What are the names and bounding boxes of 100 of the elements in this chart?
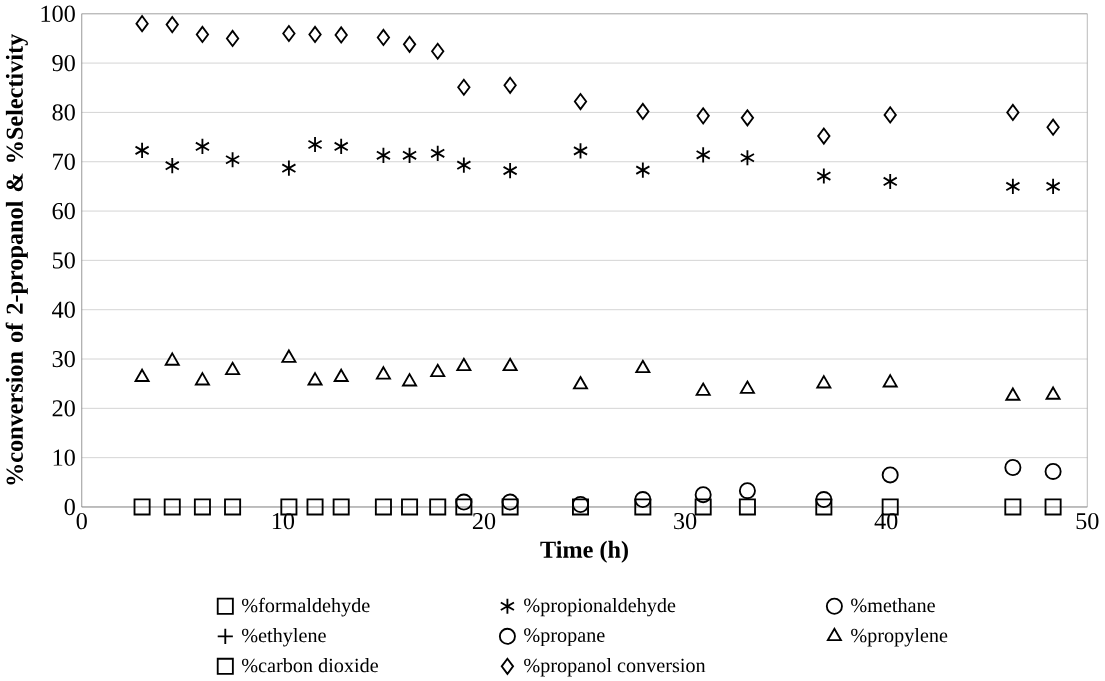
x-tick-label: 30 xyxy=(674,512,697,530)
point xyxy=(1046,118,1060,136)
point xyxy=(456,156,472,174)
point xyxy=(430,363,446,377)
point xyxy=(306,498,324,516)
point xyxy=(634,498,652,516)
point xyxy=(455,493,473,511)
point xyxy=(501,498,519,516)
point xyxy=(374,498,392,516)
point xyxy=(503,76,517,94)
point xyxy=(636,102,650,120)
point xyxy=(1045,177,1061,195)
point xyxy=(695,146,711,164)
point xyxy=(815,498,833,516)
x-axis-title: Time (h) xyxy=(540,540,628,563)
point xyxy=(457,78,471,96)
point xyxy=(815,490,833,508)
point xyxy=(307,372,323,386)
point xyxy=(133,498,151,516)
point xyxy=(882,172,898,190)
y-axis-title: %conversion of 2-propanol & %Selectivity xyxy=(5,33,28,485)
y-tick-label: 10 xyxy=(53,449,75,466)
point xyxy=(1044,462,1062,480)
y-tick-label: 20 xyxy=(52,399,75,417)
point xyxy=(307,135,323,153)
point xyxy=(817,127,831,145)
point xyxy=(165,15,179,33)
point xyxy=(1044,498,1062,516)
point xyxy=(696,107,710,125)
point xyxy=(573,92,588,110)
point xyxy=(375,366,391,380)
y-tick-label: 40 xyxy=(52,301,75,318)
point xyxy=(225,29,240,47)
point xyxy=(740,109,755,127)
point xyxy=(402,35,417,53)
y-tick-label: 30 xyxy=(52,350,75,368)
point xyxy=(1004,458,1022,476)
point xyxy=(134,141,150,159)
point xyxy=(281,159,297,177)
x-tick-label: 50 xyxy=(1076,512,1099,530)
point xyxy=(281,349,297,363)
point xyxy=(1005,387,1021,401)
point xyxy=(332,498,350,516)
point xyxy=(573,375,588,390)
y-tick-label: 60 xyxy=(52,202,75,220)
point xyxy=(739,149,755,167)
x-tick-label: 0 xyxy=(76,512,87,530)
point xyxy=(401,498,419,516)
point xyxy=(429,498,447,516)
point xyxy=(224,498,242,516)
point xyxy=(456,357,472,371)
point xyxy=(694,485,712,503)
point xyxy=(573,142,588,160)
point xyxy=(635,359,651,373)
point xyxy=(502,161,518,179)
point xyxy=(194,137,210,155)
point xyxy=(883,106,897,124)
point xyxy=(164,157,180,175)
point xyxy=(164,352,180,366)
point xyxy=(334,26,348,44)
point xyxy=(882,374,898,388)
point xyxy=(225,151,241,169)
y-tick-label: 100 xyxy=(41,5,75,22)
point xyxy=(1004,498,1022,516)
y-tick-label: 90 xyxy=(52,54,75,72)
point xyxy=(375,146,391,164)
legend-label: %methane xyxy=(851,597,935,613)
legend-label: %propylene xyxy=(851,627,948,647)
point xyxy=(135,14,149,32)
point xyxy=(402,373,418,387)
point xyxy=(402,146,418,164)
point xyxy=(1005,177,1021,195)
point xyxy=(881,466,899,484)
point xyxy=(333,368,349,382)
point xyxy=(635,161,651,179)
point xyxy=(816,167,832,185)
legend-label: %formaldehyde xyxy=(241,597,370,617)
point xyxy=(738,498,756,516)
point xyxy=(501,493,519,511)
legend-label: %carbon dioxide xyxy=(241,657,378,673)
point xyxy=(333,137,349,155)
legend-label: %propane xyxy=(524,628,605,646)
point xyxy=(455,498,473,516)
point xyxy=(225,361,241,375)
point xyxy=(738,482,756,500)
point xyxy=(695,382,711,396)
point xyxy=(430,144,446,162)
point xyxy=(634,490,652,508)
y-tick-label: 70 xyxy=(53,153,75,170)
point xyxy=(308,25,322,43)
point xyxy=(194,372,210,386)
point xyxy=(431,42,445,60)
point xyxy=(282,24,296,42)
x-tick-label: 20 xyxy=(472,512,496,530)
y-tick-label: 0 xyxy=(64,498,75,515)
point xyxy=(502,357,518,371)
point xyxy=(193,498,211,516)
point xyxy=(163,498,181,516)
legend-label: %propionaldehyde xyxy=(524,597,676,617)
point xyxy=(195,25,210,43)
